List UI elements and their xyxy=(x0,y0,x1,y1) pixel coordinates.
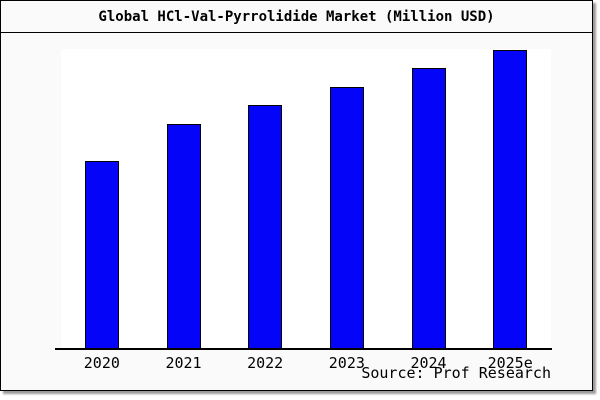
x-tick-label-2025e: 2025e xyxy=(487,354,533,372)
source-credit: Source: Prof Research xyxy=(361,364,551,382)
bar-2020 xyxy=(84,161,119,348)
plot-area xyxy=(61,49,551,349)
x-tick-label-2022: 2022 xyxy=(247,354,284,372)
chart-card: Global HCl-Val-Pyrrolidide Market (Milli… xyxy=(0,0,593,391)
x-tick-label-2023: 2023 xyxy=(328,354,365,372)
bar-2023 xyxy=(329,87,364,348)
chart-title: Global HCl-Val-Pyrrolidide Market (Milli… xyxy=(98,8,495,25)
x-axis-line xyxy=(55,348,552,350)
x-tick-label-2020: 2020 xyxy=(83,354,120,372)
bar-2025e xyxy=(493,50,528,348)
bar-2021 xyxy=(166,124,201,348)
bar-2022 xyxy=(248,105,283,348)
x-tick-label-2021: 2021 xyxy=(165,354,202,372)
x-tick-label-2024: 2024 xyxy=(410,354,447,372)
chart-title-bar: Global HCl-Val-Pyrrolidide Market (Milli… xyxy=(1,1,592,33)
bar-2024 xyxy=(411,68,446,348)
